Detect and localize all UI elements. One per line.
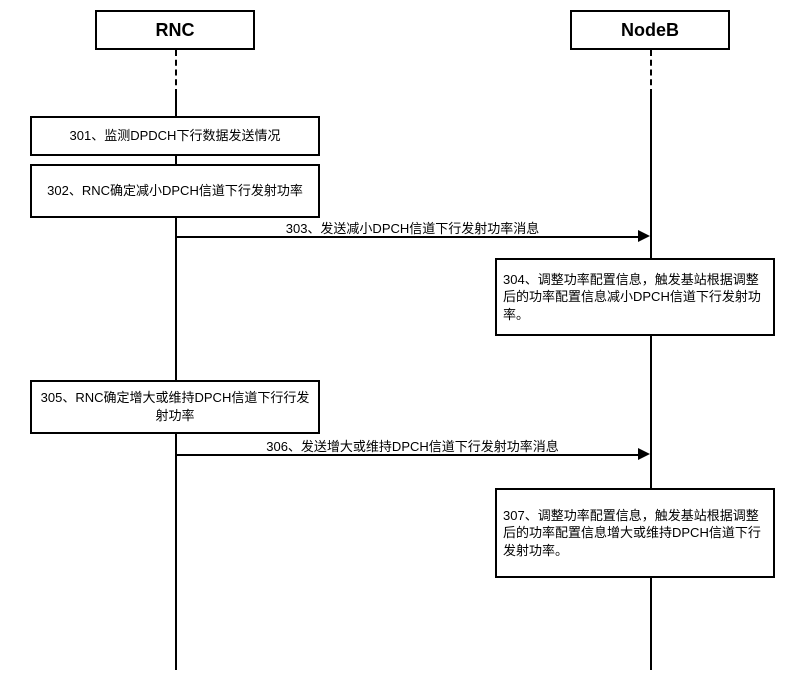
lifeline-rnc-dashed [175,50,177,95]
msg-306-arrow [638,448,650,460]
msg-306-label: 306、发送增大或维持DPCH信道下行发射功率消息 [175,436,650,455]
box-304: 304、调整功率配置信息，触发基站根据调整后的功率配置信息减小DPCH信道下行发… [495,258,775,336]
sequence-diagram: RNC NodeB 301、监测DPDCH下行数据发送情况 302、RNC确定减… [0,0,800,677]
msg-303-arrow [638,230,650,242]
box-301: 301、监测DPDCH下行数据发送情况 [30,116,320,156]
box-302-text: 302、RNC确定减小DPCH信道下行发射功率 [47,182,303,200]
msg-306-line [175,454,638,456]
participant-rnc: RNC [95,10,255,50]
participant-nodeb-label: NodeB [621,20,679,41]
box-307-text: 307、调整功率配置信息，触发基站根据调整后的功率配置信息增大或维持DPCH信道… [503,507,767,560]
lifeline-nodeb-dashed [650,50,652,95]
participant-rnc-label: RNC [156,20,195,41]
msg-303-label: 303、发送减小DPCH信道下行发射功率消息 [175,218,650,237]
msg-303-line [175,236,638,238]
box-301-text: 301、监测DPDCH下行数据发送情况 [70,127,281,145]
box-307: 307、调整功率配置信息，触发基站根据调整后的功率配置信息增大或维持DPCH信道… [495,488,775,578]
lifeline-nodeb [650,95,652,670]
box-305-text: 305、RNC确定增大或维持DPCH信道下行行发射功率 [38,389,312,424]
box-305: 305、RNC确定增大或维持DPCH信道下行行发射功率 [30,380,320,434]
box-302: 302、RNC确定减小DPCH信道下行发射功率 [30,164,320,218]
box-304-text: 304、调整功率配置信息，触发基站根据调整后的功率配置信息减小DPCH信道下行发… [503,271,767,324]
participant-nodeb: NodeB [570,10,730,50]
